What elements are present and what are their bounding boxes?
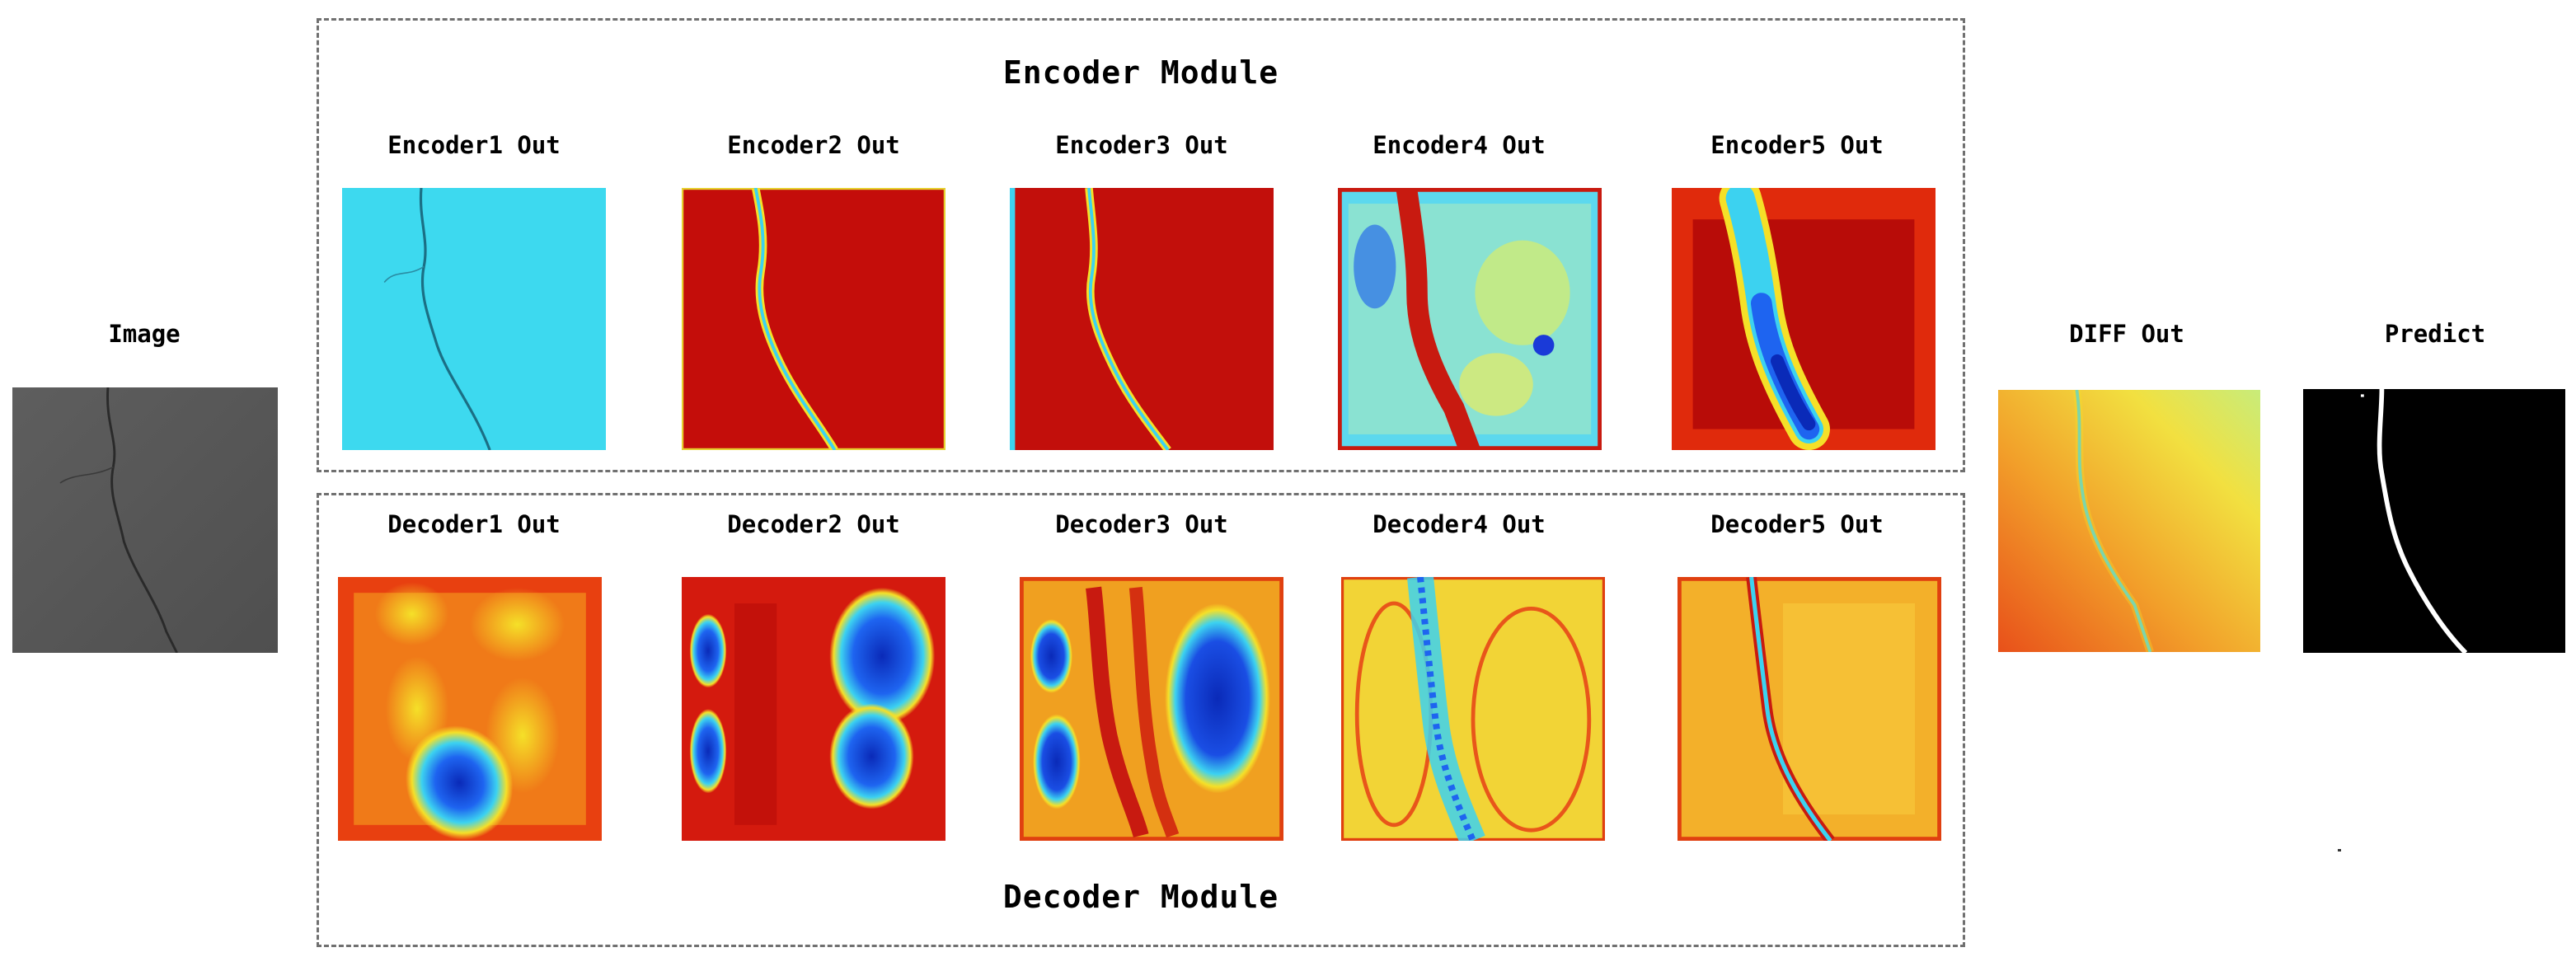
- decoder1-feature-map: [338, 577, 602, 841]
- encoder5-feature-map: [1672, 188, 1936, 450]
- input-image-label: Image: [108, 320, 181, 348]
- encoder3-feature-map: [1010, 188, 1274, 450]
- encoder-module-title: Encoder Module: [1002, 54, 1279, 91]
- encoder2-feature-map: [682, 188, 945, 450]
- decoder5-feature-map: [1677, 577, 1941, 841]
- predict-label: Predict: [2384, 320, 2486, 348]
- decoder2-label: Decoder2 Out: [727, 510, 900, 538]
- diff-out-map: [1998, 390, 2260, 652]
- decoder-module-box: [317, 493, 1965, 947]
- decoder-module-title: Decoder Module: [1002, 879, 1279, 915]
- encoder4-label: Encoder4 Out: [1372, 131, 1546, 159]
- encoder-module-box: [317, 18, 1965, 472]
- decoder4-feature-map: [1341, 577, 1605, 841]
- encoder5-label: Encoder5 Out: [1710, 131, 1884, 159]
- decoder1-label: Decoder1 Out: [387, 510, 561, 538]
- decoder2-feature-map: [682, 577, 945, 841]
- decoder3-label: Decoder3 Out: [1055, 510, 1228, 538]
- encoder1-feature-map: [342, 188, 606, 450]
- diff-out-label: DIFF Out: [2069, 320, 2184, 348]
- prediction-mask: [2303, 389, 2565, 653]
- stray-dot: [2338, 849, 2341, 851]
- encoder3-label: Encoder3 Out: [1055, 131, 1228, 159]
- encoder2-label: Encoder2 Out: [727, 131, 900, 159]
- decoder5-label: Decoder5 Out: [1710, 510, 1884, 538]
- input-image: [12, 387, 278, 653]
- encoder1-label: Encoder1 Out: [387, 131, 561, 159]
- encoder4-feature-map: [1338, 188, 1602, 450]
- decoder3-feature-map: [1020, 577, 1283, 841]
- decoder4-label: Decoder4 Out: [1372, 510, 1546, 538]
